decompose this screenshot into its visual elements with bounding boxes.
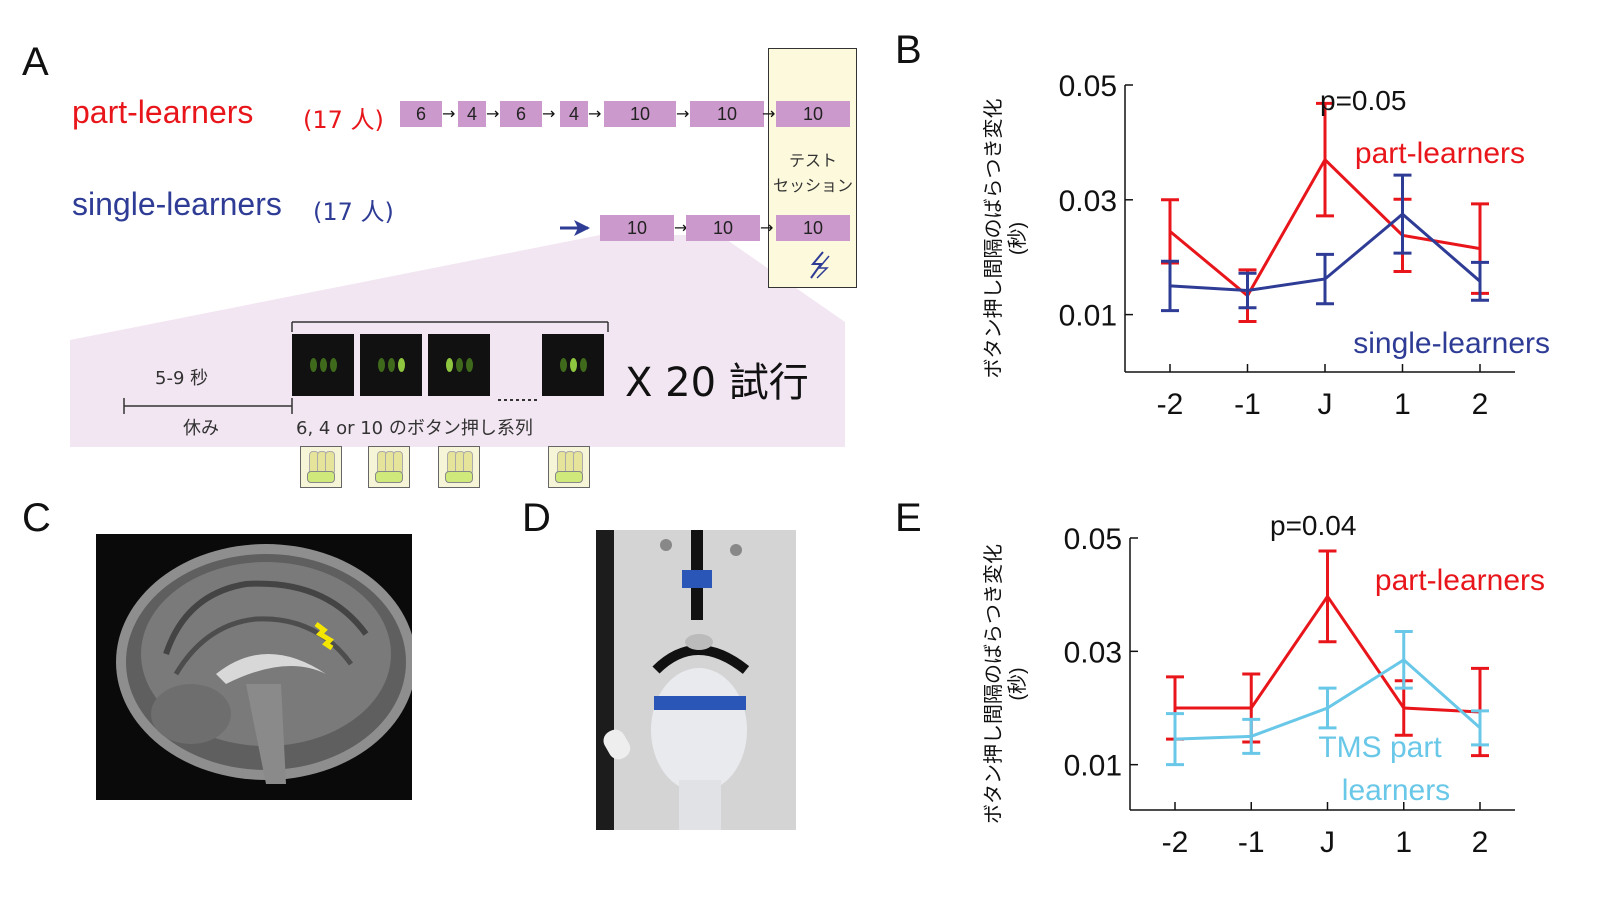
- y-tick-label: 0.03: [1064, 636, 1122, 669]
- hand-keypress-icon: [438, 446, 480, 488]
- x-tick-label: -2: [1162, 826, 1189, 859]
- y-axis-label: ボタン押し間隔のばらつき変化 (秒): [982, 99, 1029, 379]
- arrow-icon: →: [760, 218, 774, 237]
- rest-label: 休み: [183, 418, 219, 439]
- part-learners-label: part-learners: [72, 94, 254, 130]
- series-label-1: TMS part: [1318, 731, 1442, 764]
- part-block-5: 10: [604, 101, 676, 127]
- y-tick-label: 0.05: [1064, 523, 1122, 556]
- repeat-label: X 20 試行: [625, 360, 809, 406]
- p-value-annotation: p=0.04: [1270, 510, 1356, 541]
- hand-keypress-icon: [548, 446, 590, 488]
- arrow-icon: →: [674, 218, 688, 237]
- x-tick-label: 2: [1472, 826, 1489, 859]
- panel-letter-b: B: [895, 28, 922, 72]
- chart-e: 0.01 0.03 0.05 -2 -1 J 1 2 ボタン押し間隔のばらつき変化 (秒) part…: [982, 510, 1545, 859]
- tms-setup-photo: [596, 530, 796, 830]
- panel-letter-c: C: [22, 496, 51, 540]
- x-tick-label: 2: [1472, 388, 1489, 421]
- trial-screen: [428, 334, 490, 396]
- single-test-block: 10: [776, 215, 850, 241]
- panel-letter-e: E: [895, 496, 922, 540]
- part-block-6: 10: [690, 101, 764, 127]
- series-label-1: single-learners: [1353, 327, 1550, 360]
- x-tick-label: 1: [1394, 388, 1411, 421]
- single-block-1: 10: [600, 215, 674, 241]
- y-tick-label: 0.01: [1064, 750, 1122, 783]
- timeline: [123, 321, 609, 414]
- arrow-icon: →: [676, 104, 690, 123]
- arrow-icon: →: [486, 104, 500, 123]
- tms-bolt-icon: [810, 251, 830, 279]
- trial-screen: [292, 334, 354, 396]
- series-label-0: part-learners: [1355, 137, 1525, 170]
- panel-letter-d: D: [522, 496, 551, 540]
- mri-sagittal-image: [96, 534, 412, 800]
- activation-cluster: [314, 622, 335, 651]
- y-axis-label: ボタン押し間隔のばらつき変化 (秒): [982, 544, 1029, 824]
- single-learners-count: (17 人): [313, 198, 394, 226]
- test-session-label: テスト セッション: [768, 148, 858, 198]
- part-block-3: 6: [500, 101, 542, 127]
- sequence-label: 6, 4 or 10 のボタン押し系列: [296, 418, 533, 439]
- test-session-line-1: テスト: [788, 151, 837, 170]
- y-tick-label: 0.05: [1059, 70, 1117, 103]
- rest-duration: 5-9 秒: [155, 368, 209, 389]
- series-label-1-line2: learners: [1342, 774, 1450, 807]
- series-label-0: part-learners: [1375, 564, 1545, 597]
- arrow-icon: →: [762, 104, 776, 123]
- part-block-2: 4: [458, 101, 486, 127]
- test-session-box: [768, 48, 857, 288]
- trial-screen: [542, 334, 604, 396]
- test-session-line-2: セッション: [772, 176, 853, 195]
- trial-screen: [360, 334, 422, 396]
- part-learners-count: (17 人): [303, 106, 384, 134]
- arrow-icon: →: [442, 104, 456, 123]
- part-test-block: 10: [776, 101, 850, 127]
- x-tick-label: J: [1318, 388, 1333, 421]
- x-tick-label: -2: [1157, 388, 1184, 421]
- arrow-icon: →: [588, 104, 602, 123]
- x-tick-label: -1: [1238, 826, 1265, 859]
- hand-keypress-icon: [368, 446, 410, 488]
- x-tick-label: J: [1320, 826, 1335, 859]
- part-block-1: 6: [400, 101, 442, 127]
- p-value-annotation: p=0.05: [1320, 85, 1406, 116]
- single-block-2: 10: [686, 215, 760, 241]
- panel-letter-a: A: [22, 40, 49, 84]
- y-tick-label: 0.01: [1059, 300, 1117, 333]
- x-tick-label: -1: [1234, 388, 1261, 421]
- single-learners-label: single-learners: [72, 186, 282, 222]
- hand-keypress-icon: [300, 446, 342, 488]
- chart-b: 0.01 0.03 0.05 -2 -1 J 1 2 ボタン押し間隔のばらつき変化 (秒) part…: [982, 70, 1550, 421]
- arrow-icon: →: [542, 104, 556, 123]
- y-tick-label: 0.03: [1059, 185, 1117, 218]
- x-tick-label: 1: [1395, 826, 1412, 859]
- arrow-head-icon: [574, 220, 590, 236]
- part-block-4: 4: [560, 101, 588, 127]
